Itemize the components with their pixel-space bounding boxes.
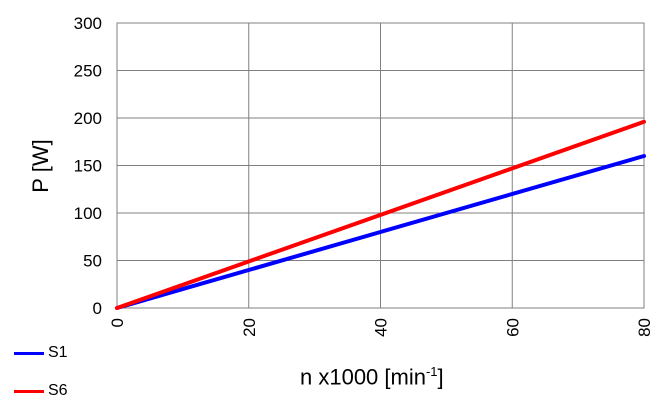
- legend-swatch-s6: [14, 389, 44, 393]
- x-axis-label-close: ]: [437, 364, 444, 390]
- legend-label-s1: S1: [48, 344, 68, 361]
- x-axis-label-sup: -1: [425, 364, 438, 379]
- y-tick-label: 100: [74, 204, 102, 223]
- legend-item-s6: S6: [14, 382, 68, 400]
- series-line-s1: [115, 154, 646, 310]
- y-tick-label: 0: [93, 299, 102, 318]
- y-axis-label: P [W]: [28, 139, 53, 192]
- x-tick-label: 0: [108, 318, 127, 327]
- x-tick-label: 40: [372, 318, 391, 337]
- legend-swatch-s1: [14, 351, 44, 355]
- legend-item-s1: S1: [14, 344, 68, 362]
- x-tick-label: 80: [635, 318, 654, 337]
- x-tick-label: 60: [503, 318, 522, 337]
- x-tick-label: 20: [240, 318, 259, 337]
- y-tick-label: 200: [74, 109, 102, 128]
- legend-label-s6: S6: [48, 382, 68, 399]
- y-tick-label: 150: [74, 157, 102, 176]
- y-tick-label: 50: [83, 252, 102, 271]
- x-tick-labels: 0 20 40 60 80: [108, 318, 654, 337]
- y-tick-label: 300: [74, 14, 102, 33]
- x-axis-label-main: n x1000 [min: [300, 364, 426, 390]
- y-tick-label: 250: [74, 62, 102, 81]
- gridlines: [116, 22, 645, 309]
- series-lines: [115, 119, 646, 310]
- series-line-s6: [115, 119, 646, 310]
- x-axis-label: n x1000 [min-1]: [300, 364, 444, 390]
- y-tick-labels: 0 50 100 150 200 250 300: [74, 14, 102, 318]
